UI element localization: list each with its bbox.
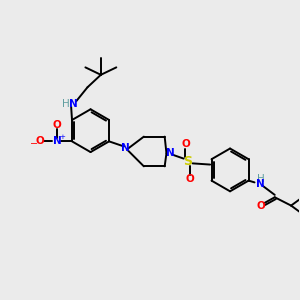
Text: −: − [30,139,38,149]
Text: H: H [62,99,70,109]
Text: +: + [59,134,65,140]
Text: S: S [183,155,192,168]
Text: N: N [121,143,130,153]
Text: O: O [35,136,44,146]
Text: O: O [53,120,62,130]
Text: O: O [186,174,195,184]
Text: N: N [53,136,62,146]
Text: N: N [166,148,174,158]
Text: N: N [256,179,265,189]
Text: O: O [181,140,190,149]
Text: O: O [256,201,265,211]
Text: N: N [69,99,78,109]
Text: H: H [256,174,264,184]
